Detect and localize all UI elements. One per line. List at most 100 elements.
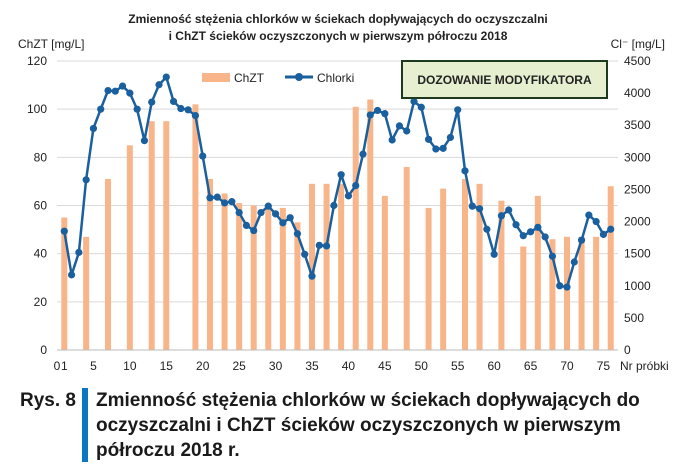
chlorki-point: [213, 193, 221, 201]
chlorki-point: [403, 127, 411, 135]
chlorki-point: [264, 202, 272, 210]
chlorki-point: [439, 144, 447, 152]
chzt-bar: [425, 207, 432, 350]
x-tick-label: 50: [415, 359, 429, 373]
x-tick-label: 35: [305, 359, 319, 373]
chlorki-point: [490, 250, 498, 258]
chlorki-point: [497, 212, 506, 220]
chlorki-point: [505, 206, 513, 214]
x-axis-label: Nr próbki: [620, 359, 669, 373]
y-left-tick-label: 80: [34, 150, 48, 164]
chlorki-point: [344, 192, 353, 200]
chlorki-line-path: [63, 75, 612, 289]
chzt-bar: [309, 183, 315, 350]
chzt-bar: [534, 195, 541, 350]
chlorki-point: [446, 133, 455, 142]
legend-swatch-chzt: [202, 73, 230, 82]
chzt-bar: [352, 106, 359, 350]
chlorki-point: [417, 103, 425, 111]
chzt-bar: [381, 195, 388, 350]
chlorki-point: [607, 225, 615, 233]
y-axis-left-label: ChZT [mg/L]: [18, 37, 84, 51]
chlorki-point: [67, 271, 76, 279]
chlorki-point: [381, 110, 389, 118]
chlorki-point: [366, 111, 374, 119]
y-left-tick-label: 40: [34, 247, 48, 261]
chlorki-point: [293, 230, 302, 238]
chlorki-point: [184, 106, 192, 114]
chzt-bar: [367, 99, 374, 351]
chart: Zmienność stężenia chlorków w ściekach d…: [18, 12, 669, 373]
chzt-bar: [207, 179, 213, 350]
chzt-bar: [564, 236, 570, 350]
chlorki-point: [352, 181, 360, 190]
chlorki-point: [395, 122, 404, 130]
chlorki-point: [235, 208, 243, 217]
y-left-tick-label: 120: [27, 54, 47, 68]
chzt-bar: [549, 239, 556, 350]
chlorki-point: [534, 223, 542, 231]
chlorki-point: [461, 167, 469, 175]
chzt-bar: [440, 188, 447, 350]
y-right-tick-label: 2500: [624, 182, 651, 196]
x-tick-label: 15: [160, 359, 174, 373]
chlorki-point: [250, 226, 258, 235]
x-tick-label: 30: [269, 359, 283, 373]
x-tick-label: 5: [90, 359, 97, 373]
x-tick-label: 40: [342, 359, 356, 373]
chzt-bar: [105, 179, 111, 350]
chlorki-point: [337, 171, 345, 179]
caption-text: Zmienność stężenia chlorków w ściekach d…: [96, 390, 640, 461]
chlorki-point: [169, 97, 178, 106]
x-tick-label: 25: [232, 359, 246, 373]
chlorki-point: [468, 202, 476, 210]
chlorki-point: [191, 111, 200, 120]
legend-label-chzt: ChZT: [234, 71, 265, 85]
chlorki-point: [359, 150, 367, 158]
chlorki-point: [599, 230, 608, 238]
y-right-tick-label: 0: [624, 343, 631, 357]
chlorki-point: [585, 211, 593, 219]
chzt-bar: [607, 186, 614, 350]
x-tick-label: 60: [487, 359, 501, 373]
chlorki-point: [322, 242, 331, 250]
chzt-bar: [476, 183, 483, 350]
y-right-tick-label: 3500: [624, 118, 651, 132]
chzt-bar: [192, 104, 199, 350]
chlorki-point: [97, 105, 105, 113]
legend-marker-chlorki: [295, 73, 303, 81]
chlorki-point: [424, 135, 433, 143]
chlorki-point: [89, 124, 98, 133]
chlorki-point: [315, 241, 323, 249]
x-tick-label: 55: [451, 359, 465, 373]
chlorki-point: [330, 201, 338, 210]
chlorki-point: [140, 137, 149, 145]
chlorki-point: [592, 217, 600, 226]
chlorki-point: [301, 250, 309, 258]
chlorki-point: [432, 145, 440, 153]
y-axis-right-label: Cl⁻ [mg/L]: [611, 37, 665, 51]
chlorki-point: [570, 258, 578, 266]
y-right-tick-label: 4500: [624, 54, 651, 68]
chzt-bars: [61, 99, 614, 351]
chlorki-point: [388, 136, 396, 144]
chzt-bar: [498, 200, 505, 350]
x-tick-label: 45: [378, 359, 392, 373]
chzt-bar: [279, 207, 286, 350]
x-tick-label: 20: [196, 359, 210, 373]
x-tick-label: 0: [54, 359, 61, 373]
chlorki-point: [410, 97, 418, 106]
chlorki-point: [563, 283, 571, 291]
chlorki-point: [60, 227, 68, 235]
chlorki-point: [257, 208, 265, 217]
legend: ChZT Chlorki: [202, 71, 354, 85]
chzt-bar: [323, 183, 330, 350]
chlorki-point: [220, 199, 229, 207]
chzt-bar: [520, 246, 527, 350]
chlorki-point: [162, 73, 170, 81]
chlorki-point: [133, 105, 141, 113]
y-right-tick-label: 3000: [624, 150, 651, 164]
chzt-bar: [148, 121, 155, 350]
y-left-tick-label: 0: [40, 343, 47, 357]
chlorki-point: [177, 104, 185, 113]
